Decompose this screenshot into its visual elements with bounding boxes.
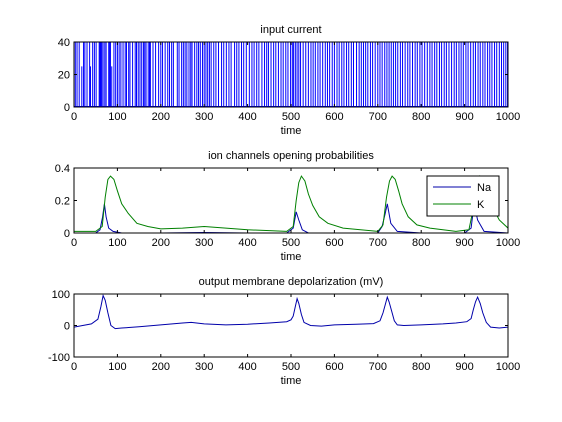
- panel-title: ion channels opening probabilities: [208, 150, 374, 162]
- panel-input-current: input current 0 100 200 300 400 500 600 700 800 9…: [58, 24, 520, 137]
- y-axis-ticks: 0 20 40: [58, 37, 508, 114]
- x-tick-label: 800: [412, 111, 430, 123]
- x-tick-label: 400: [238, 237, 256, 249]
- x-axis-label: time: [281, 251, 302, 263]
- x-tick-label: 900: [455, 361, 473, 373]
- y-tick-label: 0.4: [55, 163, 70, 175]
- x-tick-label: 500: [282, 237, 300, 249]
- x-tick-label: 600: [325, 237, 343, 249]
- x-tick-label: 900: [455, 111, 473, 123]
- x-tick-label: 400: [238, 361, 256, 373]
- x-tick-label: 300: [195, 237, 213, 249]
- x-tick-label: 0: [71, 237, 77, 249]
- y-tick-label: -100: [48, 352, 70, 364]
- x-axis-label: time: [281, 375, 302, 387]
- x-tick-label: 500: [282, 111, 300, 123]
- plot-marks: [74, 174, 508, 233]
- x-tick-label: 1000: [496, 361, 520, 373]
- k-series-line: [74, 174, 508, 232]
- x-axis-label: time: [281, 125, 302, 137]
- x-tick-label: 100: [108, 361, 126, 373]
- plot-marks: [74, 42, 508, 107]
- x-tick-label: 200: [152, 361, 170, 373]
- y-tick-label: 0: [64, 321, 70, 333]
- legend-label: K: [477, 199, 485, 211]
- legend: Na K: [426, 175, 500, 217]
- x-tick-label: 700: [369, 237, 387, 249]
- x-tick-label: 100: [108, 111, 126, 123]
- x-tick-label: 0: [71, 111, 77, 123]
- x-tick-label: 0: [71, 361, 77, 373]
- x-tick-label: 500: [282, 361, 300, 373]
- y-tick-label: 0: [64, 228, 70, 240]
- x-tick-label: 200: [152, 237, 170, 249]
- panel-title: input current: [260, 24, 321, 36]
- x-axis-ticks: 0 100 200 300 400 500 600 700 800 900 1000: [71, 42, 520, 123]
- y-tick-label: 100: [52, 289, 70, 301]
- x-tick-label: 700: [369, 111, 387, 123]
- y-tick-label: 0.2: [55, 196, 70, 208]
- plot-marks: [74, 294, 508, 330]
- x-tick-label: 600: [325, 361, 343, 373]
- x-tick-label: 100: [108, 237, 126, 249]
- x-tick-label: 600: [325, 111, 343, 123]
- series-line: [74, 294, 508, 330]
- x-tick-label: 300: [195, 361, 213, 373]
- x-tick-label: 900: [455, 237, 473, 249]
- panel-ion-channels: ion channels opening probabilities 0 100 2…: [55, 150, 521, 263]
- x-tick-label: 300: [195, 111, 213, 123]
- x-tick-label: 800: [412, 361, 430, 373]
- axes-frame: [73, 293, 509, 358]
- x-axis-ticks: 0 100 200 300 400 500 600 700 800 900 1000: [71, 294, 520, 373]
- y-tick-label: 40: [58, 37, 70, 49]
- panel-membrane-depolarization: output membrane depolarization (mV) 0 100…: [48, 276, 520, 387]
- legend-label: Na: [477, 182, 492, 194]
- x-tick-label: 700: [369, 361, 387, 373]
- x-tick-label: 800: [412, 237, 430, 249]
- na-series-line: [74, 203, 508, 233]
- x-tick-label: 400: [238, 111, 256, 123]
- panel-title: output membrane depolarization (mV): [199, 276, 384, 288]
- y-axis-ticks: 0 0.2 0.4: [55, 163, 508, 240]
- y-tick-label: 0: [64, 102, 70, 114]
- x-tick-label: 200: [152, 111, 170, 123]
- y-axis-ticks: -100 0 100: [48, 289, 508, 364]
- legend-box: [426, 175, 500, 217]
- x-tick-label: 1000: [496, 111, 520, 123]
- x-tick-label: 1000: [496, 237, 520, 249]
- y-tick-label: 20: [58, 70, 70, 82]
